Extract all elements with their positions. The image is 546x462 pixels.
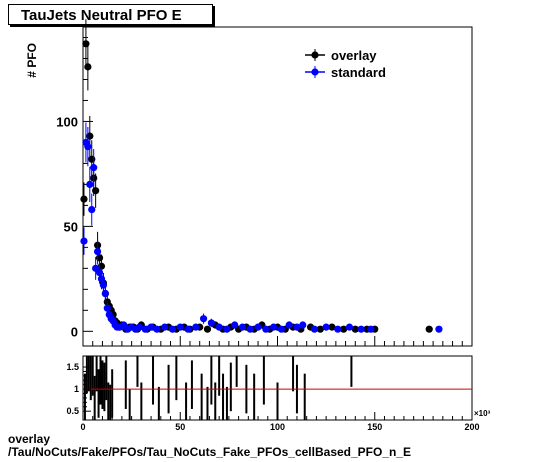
data-point [168,325,177,333]
data-point [277,325,285,333]
data-point [80,195,88,203]
data-point [84,143,92,151]
data-point [231,321,239,329]
data-point [90,164,98,172]
footer-line-1: overlay [8,432,51,446]
x-tick-label: 200 [464,422,479,432]
data-point [95,254,104,262]
data-point [285,321,293,329]
x-tick-label: 150 [367,422,382,432]
data-point [147,323,155,331]
data-point [99,281,108,289]
data-point [161,323,169,331]
data-point [270,323,278,331]
data-point [184,325,192,333]
data-point [101,289,109,298]
y-axis-label: # PFO [25,43,39,78]
data-point [435,325,443,333]
data-point [82,40,90,48]
data-point [86,132,94,140]
data-point [254,323,262,331]
data-point [293,323,301,331]
data-point [246,325,254,333]
data-point [310,325,319,333]
legend-label-standard: standard [331,65,386,80]
legend-marker [311,68,319,76]
data-point [215,323,223,331]
data-point [351,325,359,333]
ratio-bars [83,356,353,420]
data-point [153,325,161,333]
data-point [199,315,208,323]
data-point [176,323,184,331]
data-point [80,237,88,245]
data-point [345,323,354,331]
plot-frame [82,26,473,347]
data-point [86,180,94,189]
data-point [299,321,307,329]
data-point [207,319,215,327]
footer-line-2: /Tau/NoCuts/Fake/PFOs/Tau_NoCuts_Fake_PF… [8,445,412,459]
x-tick-label: 0 [80,422,85,432]
series-standard [80,122,443,333]
data-point [97,275,106,283]
data-point [223,325,231,333]
ratio-y-tick-label: 0.5 [66,406,79,416]
x-multiplier-label: ×10³ [474,409,491,418]
ratio-y-tick-label: 1.5 [66,362,79,372]
data-point [203,325,212,333]
ratio-plot: 0.5 1 1.5 0 50 100 150 200 ×10³ [66,355,491,432]
data-point [192,323,200,331]
data-point [425,325,433,333]
data-point [316,325,324,333]
legend-marker [311,51,319,59]
y-tick-label: 0 [71,324,78,339]
x-tick-label: 50 [175,422,185,432]
data-point [262,325,270,333]
x-tick-label: 100 [270,422,285,432]
data-point [84,63,92,71]
legend-label-overlay: overlay [331,48,377,63]
data-point [135,323,144,331]
data-point [334,325,342,333]
data-point [322,323,330,331]
data-point [93,247,102,256]
data-point [95,268,104,277]
chart-title: TauJets Neutral PFO E [8,4,213,25]
data-point [357,325,365,333]
data-point [92,187,100,195]
data-point [367,325,375,333]
data-point [103,304,111,312]
data-point [141,325,149,333]
chart-canvas: 0 50 100 # PFO overlay standard 0.5 1 1.5 0 50 100… [25,19,491,432]
data-point [328,323,336,331]
y-tick-label: 100 [56,114,78,129]
legend: overlay standard [305,48,386,80]
data-point [88,155,96,163]
footer: overlay /Tau/NoCuts/Fake/PFOs/Tau_NoCuts… [8,433,411,459]
ratio-y-tick-label: 1 [74,384,79,394]
data-point [238,323,247,331]
data-point [340,325,348,333]
data-point [88,205,96,214]
main-plot: 0 50 100 # PFO overlay standard [25,19,473,347]
y-tick-label: 50 [64,219,78,234]
